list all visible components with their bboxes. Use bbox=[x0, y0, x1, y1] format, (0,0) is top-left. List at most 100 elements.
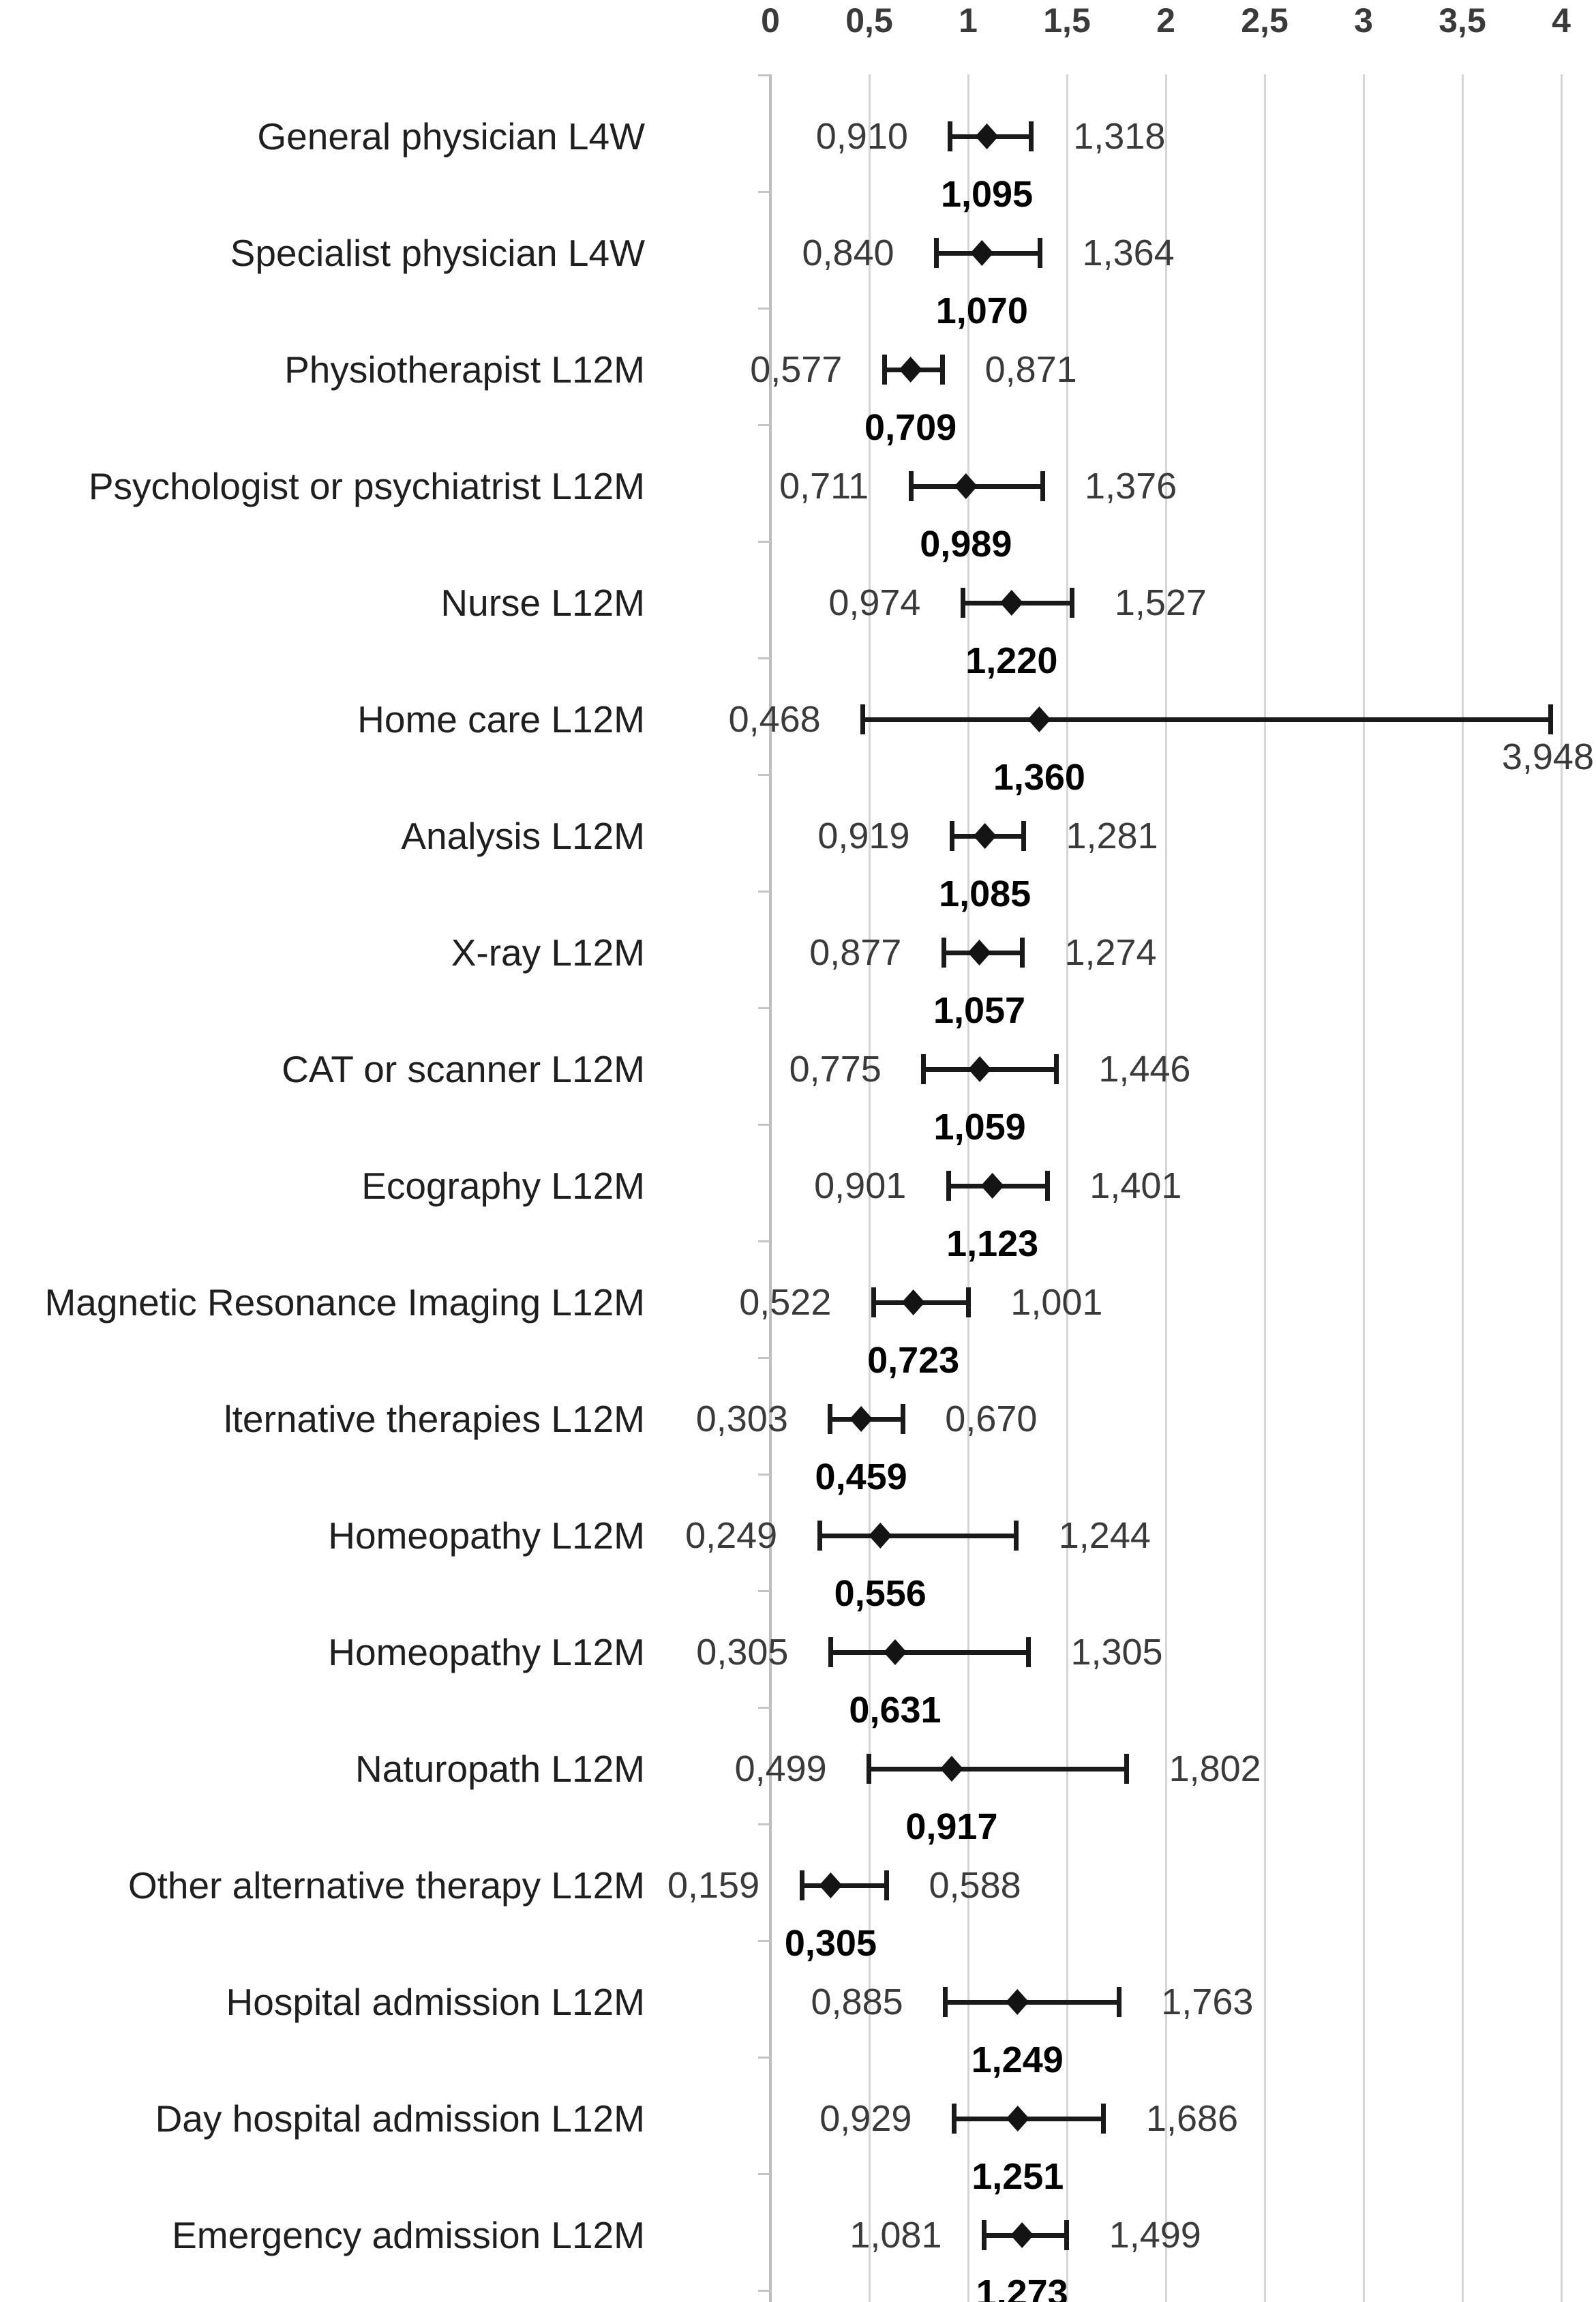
point-estimate-label: 1,059 bbox=[933, 1107, 1026, 1148]
row-category-label: Magnetic Resonance Imaging L12M bbox=[44, 1281, 645, 1324]
error-bar-right-cap bbox=[1044, 1171, 1050, 1201]
lower-ci-label: 0,522 bbox=[739, 1282, 832, 1323]
upper-ci-label: 1,401 bbox=[1089, 1165, 1182, 1206]
lower-ci-label: 0,929 bbox=[819, 2098, 912, 2139]
lower-ci-label: 0,711 bbox=[779, 466, 869, 507]
point-estimate-marker bbox=[901, 1289, 925, 1315]
error-bar-left-cap bbox=[981, 2220, 987, 2250]
point-estimate-label: 1,220 bbox=[965, 640, 1058, 681]
error-bar-right-cap bbox=[1019, 938, 1025, 968]
gridline bbox=[1560, 74, 1563, 2302]
category-axis-tick bbox=[758, 424, 770, 426]
upper-ci-label: 1,318 bbox=[1073, 116, 1166, 157]
upper-ci-label: 1,763 bbox=[1161, 1982, 1254, 2022]
row-category-label: General physician L4W bbox=[257, 115, 645, 158]
row-category-label: Home care L12M bbox=[357, 698, 645, 741]
lower-ci-label: 0,885 bbox=[811, 1982, 903, 2022]
point-estimate-label: 0,556 bbox=[834, 1573, 927, 1614]
point-estimate-label: 0,917 bbox=[905, 1806, 998, 1847]
lower-ci-label: 0,577 bbox=[750, 349, 843, 390]
point-estimate-marker bbox=[968, 1056, 992, 1082]
gridline bbox=[1164, 74, 1167, 2302]
error-bar-line bbox=[819, 1533, 1017, 1538]
error-bar-left-cap bbox=[817, 1521, 822, 1551]
x-axis-tick-label: 2,5 bbox=[1241, 1, 1289, 40]
point-estimate-marker bbox=[819, 1872, 843, 1898]
point-estimate-label: 1,360 bbox=[993, 757, 1085, 798]
lower-ci-label: 0,249 bbox=[685, 1515, 778, 1556]
error-bar-right-cap bbox=[884, 1870, 890, 1900]
point-estimate-label: 1,249 bbox=[971, 2039, 1064, 2080]
error-bar-left-cap bbox=[921, 1054, 927, 1084]
category-axis-tick bbox=[758, 1240, 770, 1242]
point-estimate-marker bbox=[1006, 1989, 1029, 2015]
gridline bbox=[1362, 74, 1365, 2302]
error-bar-line bbox=[945, 1999, 1119, 2005]
category-axis-tick bbox=[758, 657, 770, 659]
x-axis-tick-label: 2 bbox=[1156, 1, 1175, 40]
gridline bbox=[868, 74, 871, 2302]
row-category-label: Specialist physician L4W bbox=[230, 232, 645, 274]
point-estimate-label: 0,989 bbox=[920, 524, 1012, 565]
category-axis-tick bbox=[758, 74, 770, 76]
error-bar-right-cap bbox=[1053, 1054, 1059, 1084]
row-category-label: Other alternative therapy L12M bbox=[127, 1864, 645, 1907]
error-bar-line bbox=[862, 717, 1551, 722]
point-estimate-label: 1,057 bbox=[933, 990, 1026, 1031]
point-estimate-label: 0,723 bbox=[867, 1340, 960, 1381]
gridline bbox=[1461, 74, 1464, 2302]
row-category-label: Hospital admission L12M bbox=[226, 1981, 645, 2023]
point-estimate-marker bbox=[1010, 2222, 1034, 2248]
category-axis-tick bbox=[758, 308, 770, 310]
point-estimate-label: 1,251 bbox=[972, 2156, 1064, 2197]
point-estimate-marker bbox=[970, 240, 994, 266]
point-estimate-label: 1,273 bbox=[976, 2273, 1068, 2302]
row-category-label: X-ray L12M bbox=[451, 931, 645, 974]
category-axis-tick bbox=[758, 1124, 770, 1126]
row-category-label: Homeopathy L12M bbox=[328, 1514, 645, 1557]
upper-ci-label: 1,802 bbox=[1169, 1748, 1261, 1789]
value-axis-line bbox=[769, 74, 772, 2302]
upper-ci-label: 0,871 bbox=[984, 349, 1077, 390]
error-bar-right-cap bbox=[1021, 821, 1026, 851]
category-axis-tick bbox=[758, 1474, 770, 1476]
category-axis-tick bbox=[758, 2290, 770, 2292]
upper-ci-label: 1,364 bbox=[1082, 233, 1175, 273]
row-category-label: Ecography L12M bbox=[361, 1165, 645, 1207]
error-bar-right-cap bbox=[1116, 1987, 1121, 2017]
lower-ci-label: 0,901 bbox=[814, 1165, 907, 1206]
x-axis-tick-label: 0,5 bbox=[845, 1, 893, 40]
error-bar-right-cap bbox=[965, 1287, 971, 1317]
upper-ci-label: 0,670 bbox=[945, 1399, 1038, 1439]
error-bar-left-cap bbox=[941, 938, 946, 968]
category-axis-tick bbox=[758, 1007, 770, 1009]
upper-ci-label: 1,376 bbox=[1085, 466, 1177, 507]
upper-ci-label: 1,446 bbox=[1098, 1049, 1191, 1090]
point-estimate-marker bbox=[967, 940, 991, 966]
category-axis-tick bbox=[758, 1707, 770, 1709]
row-category-label: Analysis L12M bbox=[401, 815, 645, 857]
error-bar-left-cap bbox=[867, 1754, 872, 1784]
point-estimate-marker bbox=[1006, 2106, 1029, 2132]
row-category-label: Psychologist or psychiatrist L12M bbox=[88, 465, 645, 507]
point-estimate-label: 1,095 bbox=[940, 174, 1034, 215]
category-axis-tick bbox=[758, 774, 770, 776]
error-bar-right-cap bbox=[1038, 238, 1043, 268]
category-axis-tick bbox=[758, 891, 770, 893]
category-axis-tick bbox=[758, 2057, 770, 2059]
lower-ci-label: 0,910 bbox=[815, 116, 908, 157]
error-bar-left-cap bbox=[871, 1287, 876, 1317]
upper-ci-label: 1,305 bbox=[1070, 1632, 1163, 1673]
error-bar-left-cap bbox=[946, 1171, 951, 1201]
x-axis-tick-label: 3 bbox=[1354, 1, 1373, 40]
category-axis-tick bbox=[758, 1823, 770, 1825]
lower-ci-label: 0,974 bbox=[828, 582, 921, 623]
error-bar-right-cap bbox=[1040, 471, 1045, 501]
upper-ci-label: 1,686 bbox=[1145, 2098, 1239, 2139]
x-axis-tick-label: 4 bbox=[1552, 1, 1571, 40]
gridline bbox=[1263, 74, 1266, 2302]
point-estimate-marker bbox=[883, 1639, 907, 1665]
row-category-label: Nurse L12M bbox=[440, 582, 645, 624]
point-estimate-marker bbox=[939, 1756, 963, 1782]
